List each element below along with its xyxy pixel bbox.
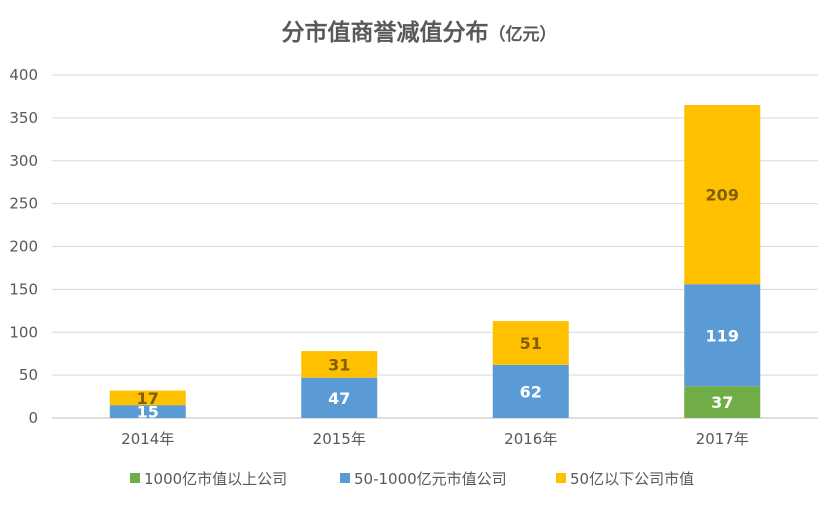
- legend-swatch: [556, 473, 566, 483]
- x-axis: 2014年 2015年 2016年 2017年: [121, 430, 749, 448]
- bar-segment: [301, 377, 378, 418]
- y-tick-label: 150: [9, 280, 38, 298]
- bar-segment: [301, 351, 378, 378]
- bar-segment: [109, 405, 186, 418]
- legend-swatch: [130, 473, 140, 483]
- bar-segment: [492, 364, 569, 418]
- y-tick-label: 250: [9, 195, 38, 213]
- bar-segment: [684, 105, 761, 285]
- y-tick-label: 400: [9, 66, 38, 84]
- y-tick-label: 50: [19, 366, 38, 384]
- y-tick-label: 300: [9, 152, 38, 170]
- chart-title-text: 分市值商誉减值分布: [282, 19, 489, 46]
- bar-segment: [109, 390, 186, 406]
- data-label: 17: [137, 389, 159, 408]
- gridlines: [52, 74, 818, 419]
- data-label: 15: [137, 403, 159, 422]
- legend-label: 1000亿市值以上公司: [144, 470, 287, 488]
- data-label: 37: [711, 393, 733, 412]
- chart-title: 分市值商誉减值分布（亿元）: [282, 19, 557, 46]
- legend-label: 50亿以下公司市值: [570, 470, 694, 488]
- data-label: 119: [706, 326, 739, 345]
- legend: 1000亿市值以上公司 50-1000亿元市值公司 50亿以下公司市值: [130, 470, 694, 488]
- y-tick-label: 200: [9, 238, 38, 256]
- y-axis: 0 50 100 150 200 250 300 350 400: [9, 66, 38, 427]
- data-label: 62: [520, 382, 542, 401]
- x-tick-label: 2015年: [313, 430, 366, 448]
- bar-segment: [492, 321, 569, 365]
- data-label: 51: [520, 334, 542, 353]
- bar-segment: [684, 284, 761, 387]
- legend-label: 50-1000亿元市值公司: [354, 470, 507, 488]
- bar-segment: [684, 386, 761, 418]
- x-tick-label: 2017年: [696, 430, 749, 448]
- data-label: 209: [706, 186, 739, 205]
- legend-swatch: [340, 473, 350, 483]
- y-tick-label: 0: [28, 409, 38, 427]
- chart-title-unit: （亿元）: [489, 24, 557, 45]
- x-tick-label: 2016年: [504, 430, 557, 448]
- data-label: 47: [328, 389, 350, 408]
- y-tick-label: 350: [9, 109, 38, 127]
- data-label: 31: [328, 355, 350, 374]
- x-tick-label: 2014年: [121, 430, 174, 448]
- y-tick-label: 100: [9, 323, 38, 341]
